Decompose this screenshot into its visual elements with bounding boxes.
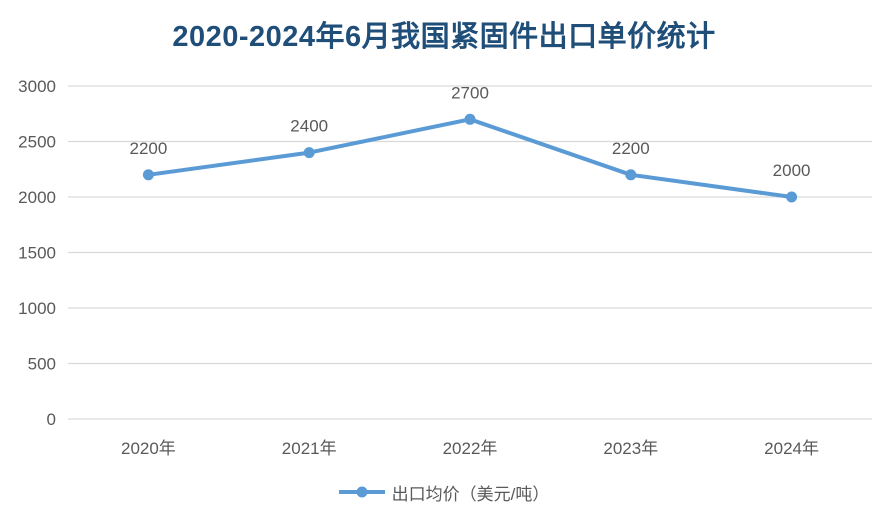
data-point-marker bbox=[303, 147, 315, 159]
data-point-marker bbox=[464, 113, 476, 125]
plot-area: 0 500 1000 1500 2000 2500 3000 2020年 2021年 2022年 2… bbox=[18, 77, 872, 458]
y-axis-tick-label: 500 bbox=[28, 355, 56, 374]
legend-label: 出口均价（美元/吨） bbox=[391, 484, 550, 504]
y-axis-tick-label: 2000 bbox=[18, 188, 56, 207]
x-axis-tick-label: 2023年 bbox=[603, 439, 658, 458]
data-label: 2200 bbox=[612, 139, 650, 158]
x-axis-tick-label: 2021年 bbox=[282, 439, 337, 458]
data-label: 2200 bbox=[129, 139, 167, 158]
data-point-marker bbox=[786, 191, 798, 203]
data-label: 2700 bbox=[451, 83, 489, 102]
legend-series-marker-icon bbox=[338, 486, 385, 498]
data-label: 2400 bbox=[290, 117, 328, 136]
chart-title: 2020-2024年6月我国紧固件出口单价统计 bbox=[172, 21, 716, 53]
y-axis-tick-label: 1000 bbox=[18, 299, 56, 318]
x-axis-tick-label: 2020年 bbox=[121, 439, 176, 458]
y-axis-tick-label: 3000 bbox=[18, 77, 56, 96]
x-axis-tick-label: 2022年 bbox=[443, 439, 498, 458]
legend: 出口均价（美元/吨） bbox=[0, 478, 888, 506]
x-axis-tick-label: 2024年 bbox=[764, 439, 819, 458]
y-axis-tick-label: 0 bbox=[47, 410, 56, 429]
series-line bbox=[146, 117, 794, 199]
data-point-marker bbox=[625, 169, 637, 181]
y-axis-tick-label: 1500 bbox=[18, 244, 56, 263]
data-point-marker bbox=[142, 169, 154, 181]
data-label: 2000 bbox=[773, 161, 811, 180]
y-axis-tick-label: 2500 bbox=[18, 133, 56, 152]
